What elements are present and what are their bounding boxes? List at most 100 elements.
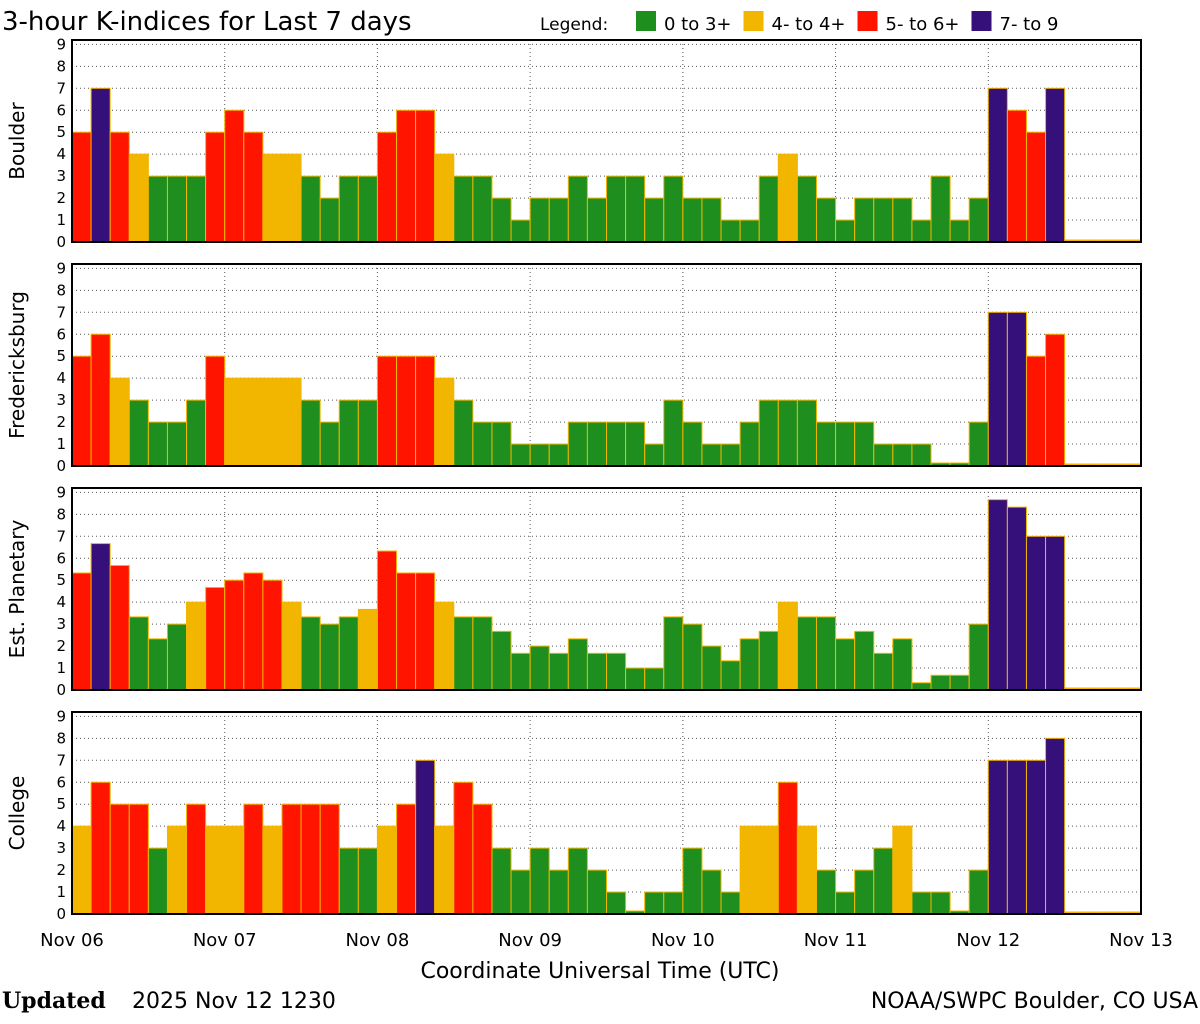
- bar: [147, 638, 168, 691]
- bar: [815, 421, 837, 467]
- y-tick-label: 2: [56, 637, 66, 655]
- bar: [300, 616, 321, 691]
- y-tick-label: 9: [56, 259, 66, 277]
- bar: [396, 355, 417, 467]
- bar: [109, 803, 130, 915]
- bar: [71, 572, 92, 691]
- bar: [911, 682, 932, 691]
- y-tick-label: 8: [56, 505, 66, 523]
- bar: [396, 109, 417, 243]
- bar: [434, 377, 455, 467]
- bar: [71, 355, 92, 467]
- bar: [243, 572, 264, 691]
- bar: [911, 443, 932, 467]
- x-tick-label: Nov 06: [40, 930, 104, 951]
- bar: [281, 601, 302, 691]
- bar: [147, 847, 168, 915]
- bar: [376, 550, 398, 691]
- bar: [930, 891, 951, 915]
- bar: [357, 608, 378, 691]
- bar: [90, 543, 111, 691]
- bar: [644, 667, 665, 691]
- bar: [434, 601, 455, 691]
- x-tick-label: Nov 11: [804, 930, 868, 951]
- y-tick-label: 7: [56, 303, 66, 321]
- bar: [166, 623, 188, 691]
- bar: [186, 399, 207, 467]
- bar: [186, 175, 207, 243]
- bar: [567, 638, 588, 691]
- bar: [892, 443, 913, 467]
- y-tick-label: 3: [56, 615, 66, 633]
- bar: [854, 197, 875, 243]
- bar: [873, 197, 894, 243]
- bar: [663, 891, 684, 915]
- bar: [682, 847, 703, 915]
- bar: [90, 87, 111, 243]
- bar: [376, 355, 398, 467]
- legend-label: 4- to 4+: [772, 14, 846, 35]
- bar: [147, 421, 168, 467]
- bar: [1006, 759, 1027, 915]
- bar: [529, 847, 550, 915]
- bar: [71, 131, 92, 243]
- bar: [720, 660, 741, 691]
- y-tick-label: 7: [56, 751, 66, 769]
- bar: [873, 443, 894, 467]
- legend-label: 5- to 6+: [886, 14, 960, 35]
- bar: [453, 175, 474, 243]
- bar: [606, 175, 627, 243]
- y-tick-label: 5: [56, 795, 66, 813]
- legend-swatch: [857, 11, 878, 31]
- bar: [243, 377, 264, 467]
- bar: [472, 175, 493, 243]
- bar: [376, 131, 398, 243]
- bar: [758, 825, 779, 915]
- bar: [606, 891, 627, 915]
- bar: [491, 847, 512, 915]
- bar: [815, 616, 837, 691]
- bar: [720, 219, 741, 243]
- bar: [166, 175, 188, 243]
- bar: [586, 421, 607, 467]
- y-tick-label: 4: [56, 817, 66, 835]
- bar: [758, 175, 779, 243]
- y-tick-label: 3: [56, 391, 66, 409]
- bar: [911, 891, 932, 915]
- bar: [777, 399, 798, 467]
- bar: [472, 421, 493, 467]
- bar: [205, 355, 226, 467]
- bar: [300, 175, 321, 243]
- bar: [319, 197, 340, 243]
- bar: [968, 623, 989, 691]
- bar: [968, 869, 989, 915]
- y-tick-label: 6: [56, 325, 66, 343]
- bar: [854, 630, 875, 691]
- bar: [949, 219, 970, 243]
- bar: [701, 645, 722, 691]
- bar: [796, 399, 817, 467]
- bar: [338, 399, 359, 467]
- bar: [434, 825, 455, 915]
- y-tick-label: 6: [56, 101, 66, 119]
- bar: [128, 399, 149, 467]
- bar: [472, 803, 493, 915]
- bar: [281, 377, 302, 467]
- y-tick-label: 9: [56, 35, 66, 53]
- bar: [243, 131, 264, 243]
- bar: [396, 803, 417, 915]
- y-tick-label: 0: [56, 905, 66, 923]
- bar: [892, 197, 913, 243]
- bar: [396, 572, 417, 691]
- bar: [224, 377, 245, 467]
- y-tick-label: 3: [56, 167, 66, 185]
- bar: [987, 759, 1008, 915]
- bar: [529, 645, 550, 691]
- bar: [720, 443, 741, 467]
- bar: [854, 869, 875, 915]
- bar: [224, 109, 245, 243]
- bar: [663, 616, 684, 691]
- bar: [1045, 535, 1066, 691]
- bar: [491, 630, 512, 691]
- bar: [453, 616, 474, 691]
